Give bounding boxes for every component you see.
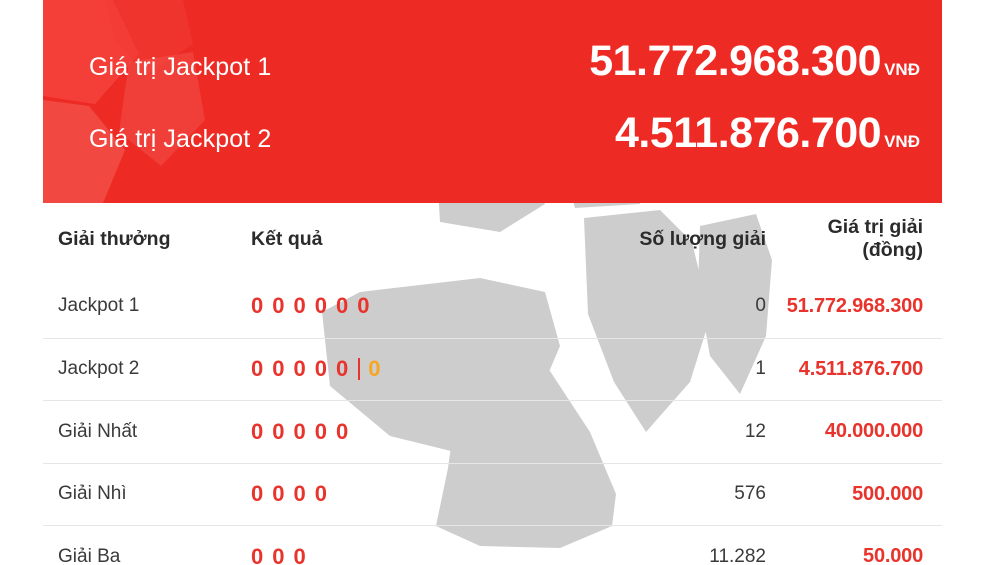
table-row: Giải Ba 0 0 0 11.282 50.000 xyxy=(43,525,942,565)
result-ball: 0 xyxy=(272,418,285,444)
jackpot-2-currency: VNĐ xyxy=(884,132,920,151)
result-special-ball: 0 xyxy=(368,356,381,382)
cell-value: 50.000 xyxy=(863,545,923,565)
jackpot-2-label: Giá trị Jackpot 2 xyxy=(89,125,272,153)
header-value: Giá trị giải (đồng) xyxy=(827,216,923,261)
result-ball: 0 xyxy=(314,418,327,444)
cell-prize: Jackpot 1 xyxy=(58,295,140,317)
result-ball: 0 xyxy=(251,356,264,382)
result-ball: 0 xyxy=(293,293,306,319)
cell-count: 11.282 xyxy=(709,545,766,565)
result-ball: 0 xyxy=(293,418,306,444)
jackpot-1-currency: VNĐ xyxy=(884,60,920,79)
result-separator xyxy=(358,358,361,381)
jackpot-1-amount: 51.772.968.300 xyxy=(589,37,882,85)
cell-value: 4.511.876.700 xyxy=(798,357,923,380)
cell-count: 12 xyxy=(744,420,766,442)
cell-count: 1 xyxy=(755,358,766,380)
header-prize: Giải thưởng xyxy=(58,227,171,250)
result-ball: 0 xyxy=(293,543,306,565)
result-ball: 0 xyxy=(336,293,349,319)
result-ball: 0 xyxy=(272,293,285,319)
result-ball: 0 xyxy=(272,543,285,565)
cell-count: 576 xyxy=(734,483,766,505)
cell-value: 51.772.968.300 xyxy=(786,294,923,317)
table-row: Jackpot 1 0 0 0 0 0 0 0 51.772.968.300 xyxy=(43,275,942,338)
cell-prize: Giải Nhất xyxy=(58,420,138,442)
banner-decorative-shapes xyxy=(43,0,942,203)
table-row: Jackpot 2 0 0 0 0 0 0 1 4.511.876.700 xyxy=(43,337,942,401)
cell-count: 0 xyxy=(755,295,766,317)
result-ball: 0 xyxy=(251,481,264,507)
cell-value: 500.000 xyxy=(852,482,923,505)
cell-prize: Giải Nhì xyxy=(58,483,127,505)
jackpot-banner: Giá trị Jackpot 1 51.772.968.300 VNĐ Giá… xyxy=(43,0,942,203)
result-ball: 0 xyxy=(314,481,327,507)
cell-prize: Giải Ba xyxy=(58,545,121,565)
result-ball: 0 xyxy=(314,356,327,382)
result-ball: 0 xyxy=(293,356,306,382)
table-row: Giải Nhất 0 0 0 0 0 12 40.000.000 xyxy=(43,400,942,463)
result-ball: 0 xyxy=(251,293,264,319)
cell-value: 40.000.000 xyxy=(824,420,923,443)
result-ball: 0 xyxy=(336,356,349,382)
result-ball: 0 xyxy=(293,481,306,507)
jackpot-1-row: Giá trị Jackpot 1 51.772.968.300 VNĐ xyxy=(43,40,942,83)
result-ball: 0 xyxy=(314,293,327,319)
header-count: Số lượng giải xyxy=(639,227,766,250)
jackpot-2-amount: 4.511.876.700 xyxy=(614,109,882,157)
table-row: Giải Nhì 0 0 0 0 576 500.000 xyxy=(43,462,942,526)
result-ball: 0 xyxy=(357,293,370,319)
jackpot-2-amount-wrap: 4.511.876.700 VNĐ xyxy=(615,112,920,155)
table-header-row: Giải thưởng Kết quả Số lượng giải Giá tr… xyxy=(43,203,942,275)
jackpot-1-amount-wrap: 51.772.968.300 VNĐ xyxy=(589,40,920,83)
result-ball: 0 xyxy=(272,481,285,507)
result-ball: 0 xyxy=(251,418,264,444)
result-ball: 0 xyxy=(336,418,349,444)
jackpot-2-row: Giá trị Jackpot 2 4.511.876.700 VNĐ xyxy=(43,112,942,155)
cell-prize: Jackpot 2 xyxy=(58,358,140,380)
jackpot-1-label: Giá trị Jackpot 1 xyxy=(89,53,272,81)
result-ball: 0 xyxy=(251,543,264,565)
result-ball: 0 xyxy=(272,356,285,382)
header-result: Kết quả xyxy=(251,227,323,250)
results-table: Giải thưởng Kết quả Số lượng giải Giá tr… xyxy=(43,203,942,565)
